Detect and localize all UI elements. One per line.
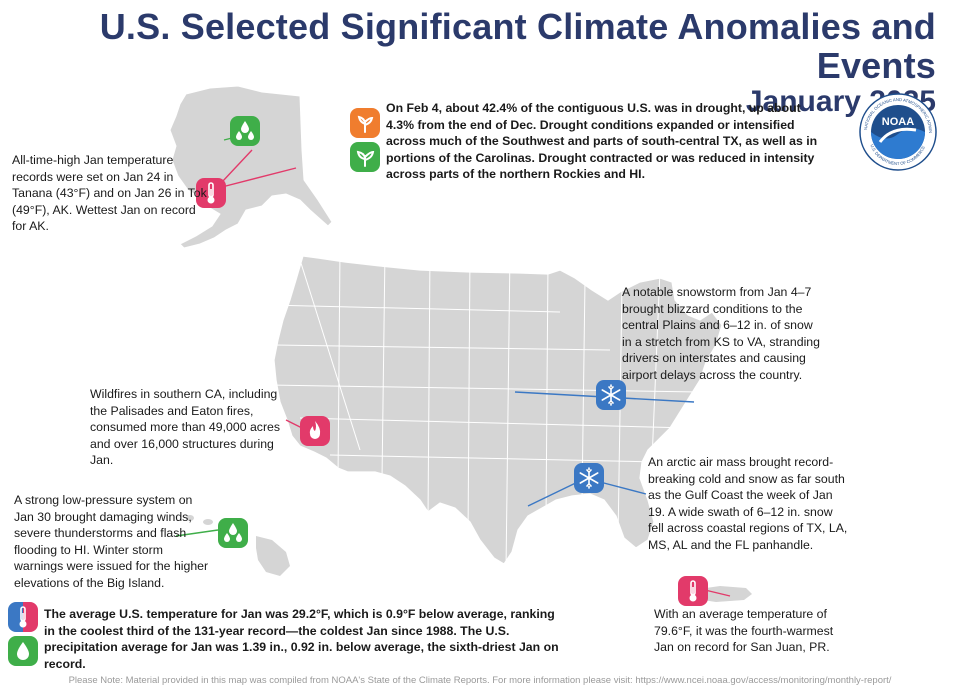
snowflake-icon: [574, 463, 604, 493]
pr-line: [704, 589, 731, 597]
drought-plant-icon: [350, 108, 380, 138]
fire-icon: [300, 416, 330, 446]
thermometer-icon: [678, 576, 708, 606]
puerto-rico-annotation: With an average temperature of 79.6°F, i…: [654, 607, 834, 655]
alaska-temp-line-2: [221, 149, 253, 183]
alaska-temp-line: [217, 167, 297, 189]
national-summary: The average U.S. temperature for Jan was…: [44, 607, 559, 671]
hawaii-annotation: A strong low-pressure system on Jan 30 b…: [14, 493, 209, 590]
thermometer-icon: [196, 178, 226, 208]
vegetation-wet-icon: [350, 142, 380, 172]
alaska-annotation: All-time-high Jan temperature records we…: [12, 153, 207, 234]
snowflake-icon: [596, 380, 626, 410]
noaa-logo: NOAA NATIONAL OCEANIC AND ATMOSPHERIC AD…: [856, 88, 938, 172]
contiguous-us-shape: [273, 255, 723, 565]
state-lines: [274, 256, 701, 564]
thermometer-icon: [8, 602, 38, 632]
drought-annotation: On Feb 4, about 42.4% of the contiguous …: [386, 101, 818, 182]
noaa-logo-label: NOAA: [882, 116, 914, 128]
wildfire-annotation: Wildfires in southern CA, including the …: [90, 387, 281, 468]
arctic-line-2: [599, 481, 647, 495]
hawaii-line: [175, 529, 219, 537]
title-main: U.S. Selected Significant Climate Anomal…: [99, 6, 936, 86]
footer-note: Please Note: Material provided in this m…: [68, 675, 892, 686]
precipitation-drops-icon: [230, 116, 260, 146]
precipitation-drops-icon: [218, 518, 248, 548]
arctic-annotation: An arctic air mass brought record-breaki…: [648, 455, 848, 552]
precipitation-drop-icon: [8, 636, 38, 666]
snowstorm-annotation: A notable snowstorm from Jan 4–7 brought…: [622, 285, 820, 382]
